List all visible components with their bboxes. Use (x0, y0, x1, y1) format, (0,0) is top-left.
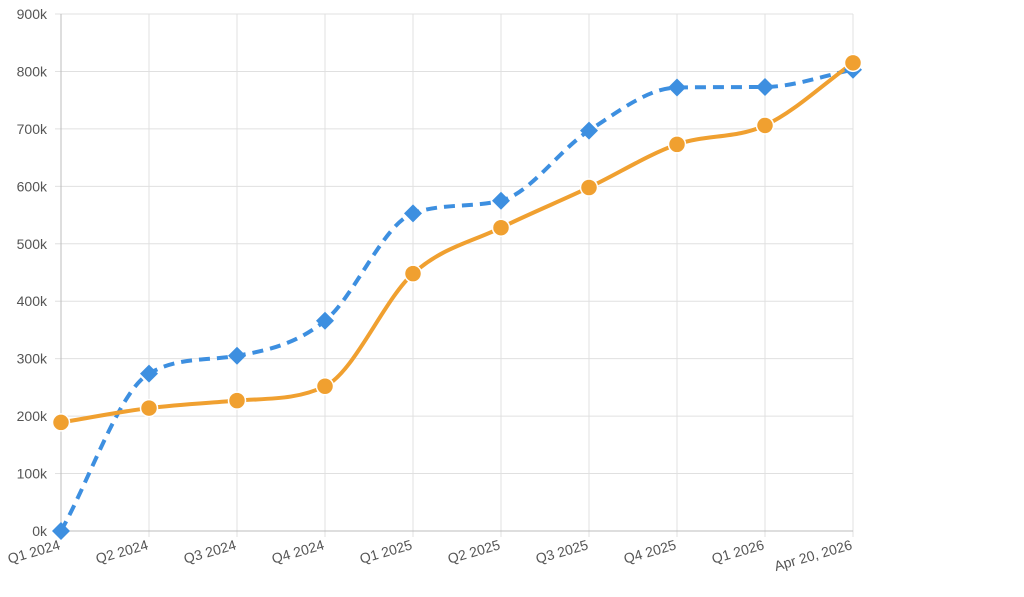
y-tick-label: 500k (17, 236, 48, 252)
series-2-point-9 (755, 116, 775, 135)
x-tick-label: Apr 20, 2026 (772, 536, 854, 574)
series-1-point-7 (580, 121, 598, 140)
x-tick-label: Q2 2024 (94, 536, 150, 566)
y-tick-label: 200k (17, 408, 48, 424)
series-2-point-8 (667, 135, 687, 154)
series-1-point-5 (404, 204, 422, 223)
series-1-point-2 (140, 364, 158, 383)
marker-layer (51, 53, 863, 540)
series-line-2 (59, 60, 855, 425)
x-tick-label: Q1 2024 (6, 536, 62, 566)
series-2-point-10 (843, 53, 863, 73)
series-1-point-1 (52, 522, 70, 540)
series-layer (59, 60, 855, 532)
x-tick-label: Q1 2026 (710, 536, 766, 566)
x-tick-label: Q2 2025 (446, 536, 502, 566)
series-line-1 (59, 67, 854, 532)
series-2-point-6 (491, 218, 511, 237)
series-1-point-9 (756, 77, 774, 96)
y-tick-label: 900k (17, 6, 48, 22)
x-tick-label: Q3 2025 (534, 536, 590, 566)
series-2-point-2 (139, 398, 159, 418)
series-2-point-7 (579, 178, 599, 197)
y-tick-label: 100k (17, 466, 48, 482)
series-2-point-1 (51, 413, 71, 432)
series-1-point-3 (228, 346, 246, 365)
x-tick-label: Q1 2025 (358, 536, 414, 566)
y-tick-label: 800k (17, 63, 48, 79)
y-tick-label: 400k (17, 293, 48, 309)
x-tick-label: Q4 2024 (270, 536, 326, 566)
axes: 0k 100k 200k 300k 400k 500k 600k 700k 800k 900k Q1… (6, 6, 854, 574)
series-2-point-3 (227, 391, 247, 410)
y-tick-label: 700k (17, 121, 48, 137)
y-tick-label: 0k (32, 523, 48, 539)
series-1-point-6 (492, 191, 510, 210)
grid (55, 13, 854, 537)
y-tick-label: 300k (17, 351, 48, 367)
y-tick-label: 600k (17, 178, 48, 194)
series-2-point-5 (403, 264, 423, 283)
series-1-point-8 (668, 78, 686, 97)
series-2-point-4 (315, 376, 335, 396)
x-tick-label: Q3 2024 (182, 536, 238, 566)
series-1-point-4 (316, 311, 334, 330)
x-tick-label: Q4 2025 (622, 536, 678, 566)
